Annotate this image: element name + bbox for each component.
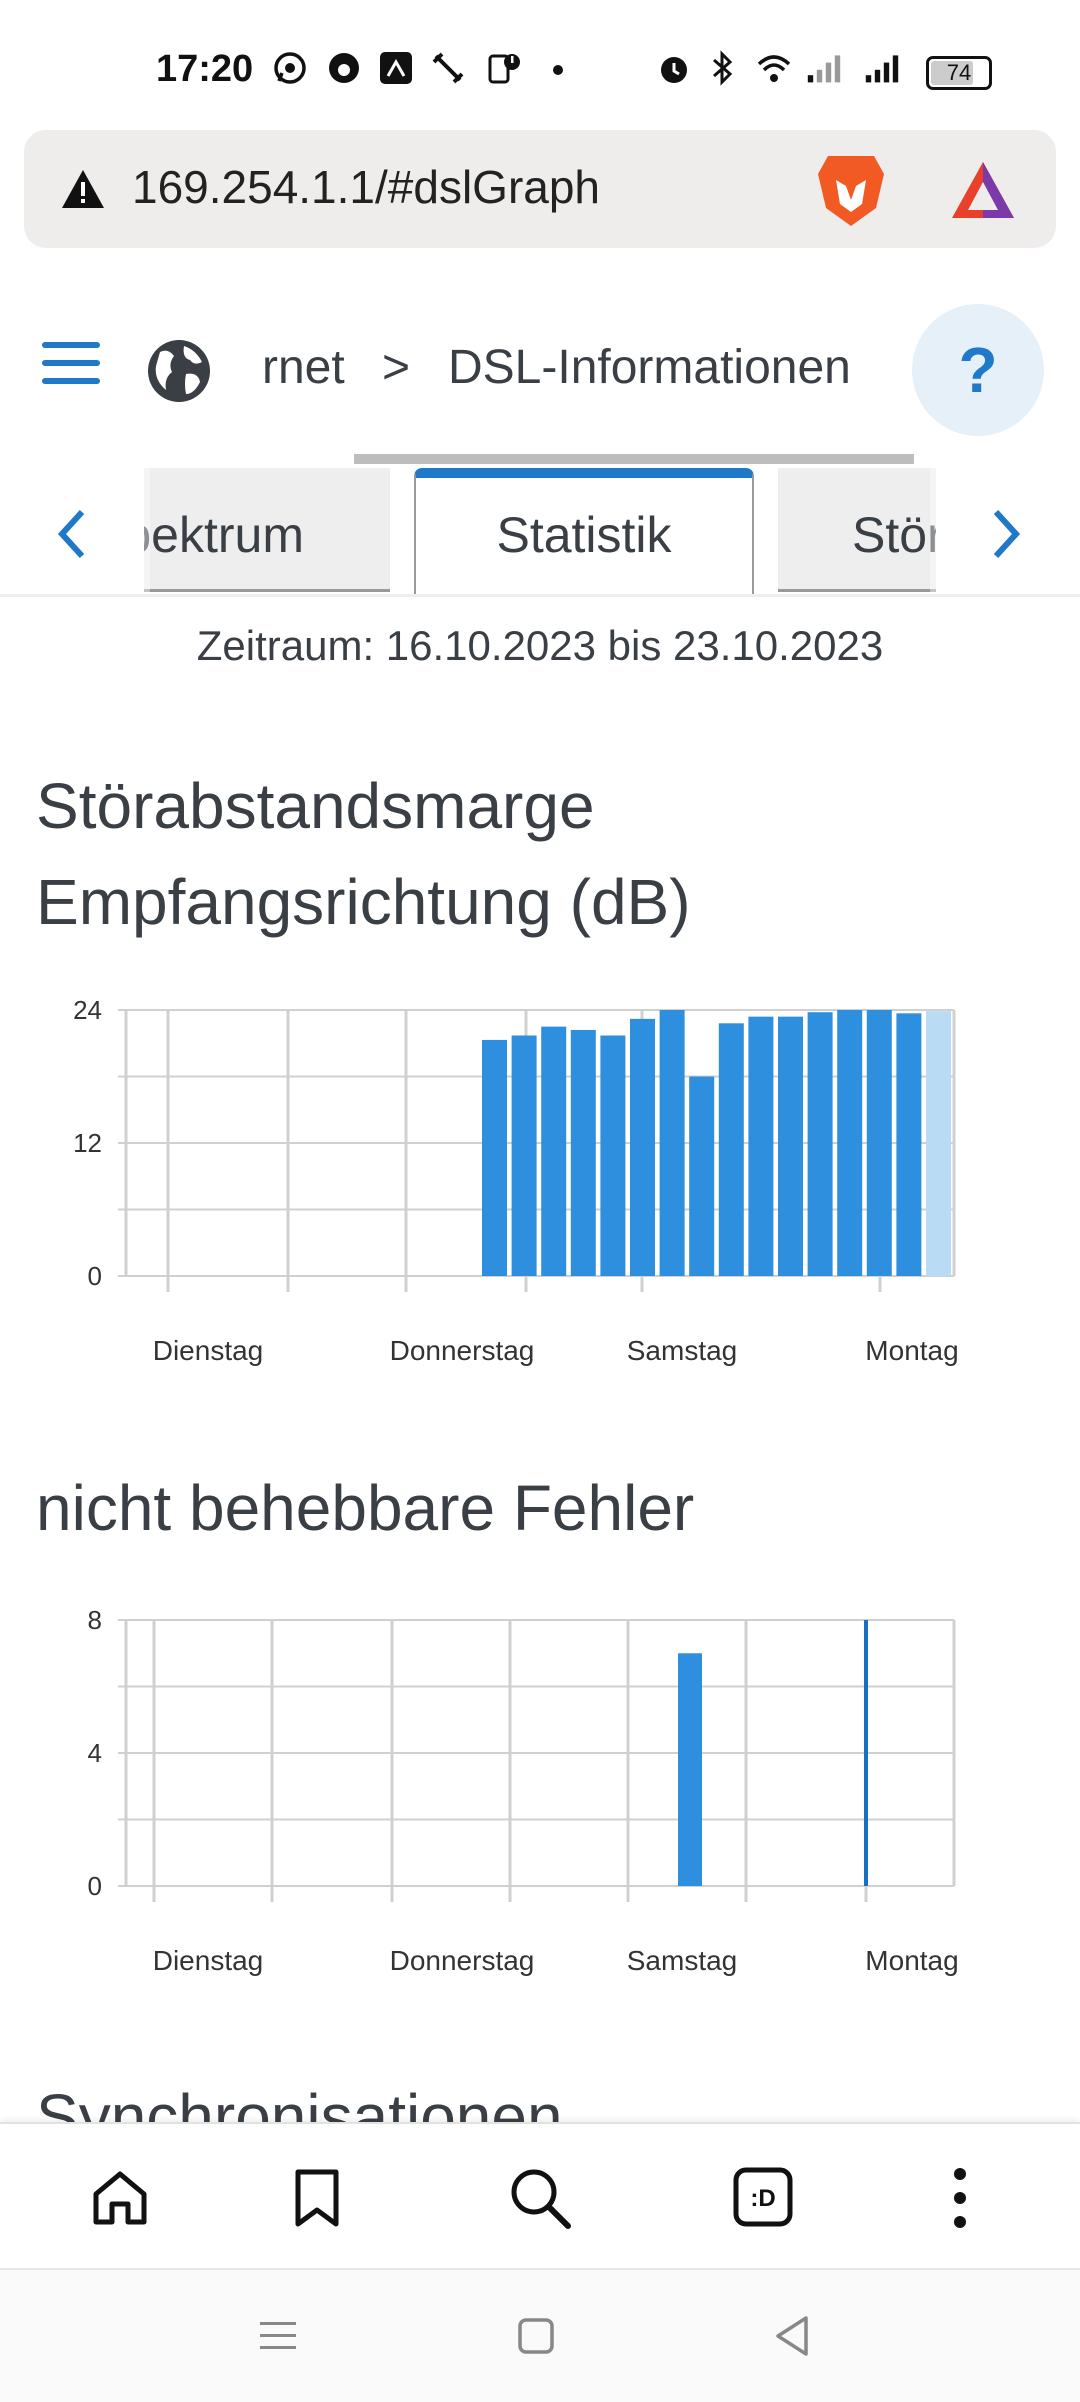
snr-bar: [689, 1076, 715, 1276]
warning-icon[interactable]: [60, 168, 106, 210]
home-icon[interactable]: [90, 2168, 150, 2228]
device-alert-icon: [488, 54, 520, 84]
date-range: Zeitraum: 16.10.2023 bis 23.10.2023: [196, 622, 884, 669]
breadcrumb-internet[interactable]: rnet: [262, 341, 345, 394]
tab-fade-right: [930, 468, 1080, 592]
snr-bar: [866, 1010, 892, 1276]
x-tick-label: Dienstag: [153, 1335, 264, 1366]
x-tick-label: Montag: [865, 1945, 958, 1976]
menu-icon[interactable]: [42, 340, 100, 386]
bookmark-icon[interactable]: [292, 2168, 342, 2228]
signal-sim2-icon: [865, 55, 899, 83]
status-time: 17:20: [156, 48, 254, 90]
more-notifications-icon: [553, 65, 563, 75]
bluetooth-icon: [713, 50, 733, 86]
snr-bar: [600, 1035, 626, 1276]
snr-bar: [511, 1035, 537, 1276]
fitness-icon: [380, 52, 412, 84]
chart-title-snr-line1: Störabstandsmarge: [36, 770, 595, 842]
tab-stoersicherheit[interactable]: Störsi: [778, 468, 936, 592]
snr-bar: [630, 1018, 655, 1276]
breadcrumb-separator: >: [382, 341, 411, 394]
errors-chart: 0 4 8 Dienstag Donnerstag Samstag Montag: [88, 1605, 959, 1976]
snr-bar: [837, 1010, 863, 1276]
tab-stoersicherheit-label: Störsi: [852, 507, 936, 563]
wifi-icon: [757, 55, 791, 82]
x-tick-label: Dienstag: [153, 1945, 264, 1976]
snr-bar: [718, 1023, 744, 1276]
tab-scroll-indicator: [354, 454, 914, 464]
error-bar-thin: [864, 1620, 868, 1886]
battery-level: 74: [946, 60, 972, 85]
tab-divider: [0, 594, 1080, 597]
snr-bar: [541, 1026, 567, 1276]
browser-toolbar: :D: [0, 2122, 1080, 2270]
alarm-icon: [661, 57, 687, 83]
back-icon[interactable]: [772, 2314, 812, 2358]
page-title: DSL-Informationen: [448, 341, 851, 394]
tab-fade-left: [0, 468, 150, 592]
brave-lion-icon[interactable]: [816, 152, 886, 228]
y-tick-label: 24: [73, 995, 102, 1025]
snr-bar: [778, 1016, 803, 1276]
help-button[interactable]: ?: [912, 304, 1044, 436]
brave-rewards-icon[interactable]: [948, 158, 1018, 222]
y-tick-label: 0: [88, 1871, 102, 1901]
x-tick-label: Montag: [865, 1335, 958, 1366]
snr-bar: [748, 1016, 774, 1276]
chart-title-snr-line2: Empfangsrichtung (dB): [36, 866, 691, 938]
whatsapp-icon: [274, 52, 306, 84]
dumbbell-icon: [432, 52, 464, 84]
error-bar: [678, 1653, 702, 1886]
svg-text::D: :D: [750, 2185, 775, 2212]
status-bar: 17:20 74: [0, 0, 1080, 130]
snr-bar: [482, 1039, 507, 1276]
address-bar[interactable]: 169.254.1.1/#dslGraph: [24, 130, 1056, 248]
more-menu-icon[interactable]: [948, 2166, 972, 2230]
y-tick-label: 12: [73, 1128, 102, 1158]
tab-spektrum[interactable]: Spektrum: [144, 468, 390, 592]
search-icon[interactable]: [508, 2166, 572, 2230]
home-nav-icon[interactable]: [516, 2316, 556, 2356]
y-tick-label: 4: [88, 1738, 102, 1768]
snr-bar: [807, 1012, 833, 1276]
globe-icon: [148, 340, 210, 402]
x-tick-label: Samstag: [627, 1335, 738, 1366]
tab-statistik-label: Statistik: [496, 507, 672, 563]
url-text[interactable]: 169.254.1.1/#dslGraph: [132, 161, 601, 213]
snr-bar: [570, 1029, 596, 1276]
tabs-icon[interactable]: :D: [732, 2166, 794, 2228]
chevron-right-icon[interactable]: [990, 508, 1024, 560]
tab-spektrum-label: Spektrum: [144, 507, 304, 563]
app-icon: [329, 53, 359, 83]
tab-bar: Spektrum Statistik Störsi: [0, 468, 1080, 596]
x-tick-label: Donnerstag: [390, 1945, 535, 1976]
snr-bar: [926, 1011, 951, 1276]
y-tick-label: 8: [88, 1605, 102, 1635]
signal-sim1-icon: [807, 55, 841, 83]
snr-bar: [896, 1013, 922, 1276]
section-title-sync: Synchronisationen: [36, 2081, 563, 2122]
snr-bar: [659, 1010, 685, 1276]
chart-title-errors: nicht behebbare Fehler: [36, 1472, 695, 1544]
system-nav-bar: [0, 2268, 1080, 2402]
tab-statistik[interactable]: Statistik: [414, 468, 754, 596]
battery-icon: 74: [926, 56, 992, 90]
recents-icon[interactable]: [258, 2316, 298, 2356]
x-tick-label: Samstag: [627, 1945, 738, 1976]
snr-chart: 0 12 24 Dienstag Donnerstag Samstag Montag: [73, 995, 959, 1366]
chevron-left-icon[interactable]: [54, 508, 88, 560]
x-tick-label: Donnerstag: [390, 1335, 535, 1366]
y-tick-label: 0: [88, 1261, 102, 1291]
